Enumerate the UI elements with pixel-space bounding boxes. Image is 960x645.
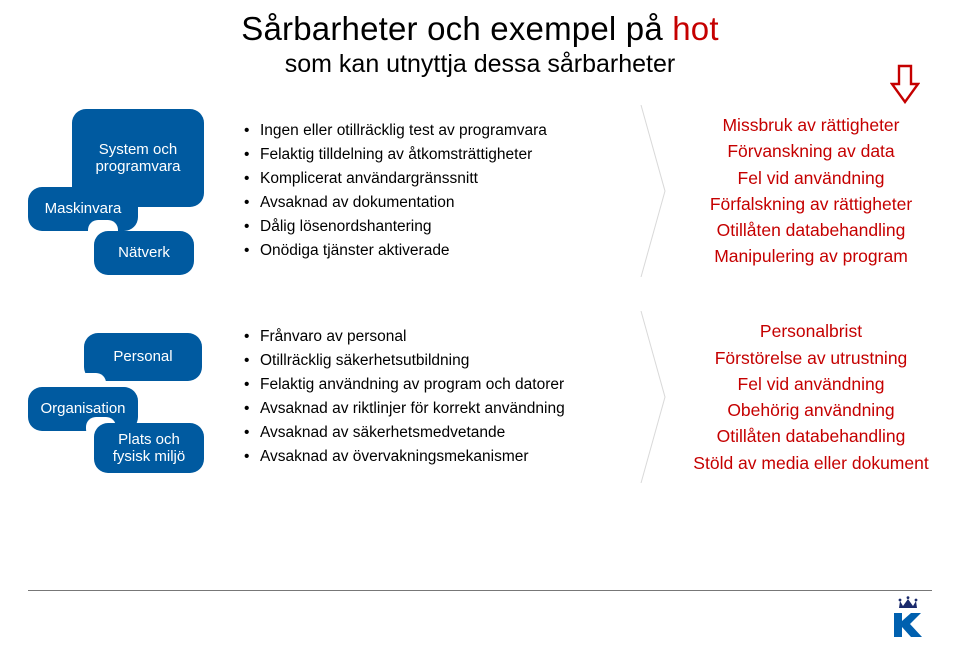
threat-item: Missbruk av rättigheter	[690, 112, 932, 138]
title-hot: hot	[672, 10, 718, 47]
box-label: Nätverk	[118, 244, 170, 261]
arrow-down-icon	[890, 64, 920, 104]
list-item: Otillräcklig säkerhetsutbildning	[244, 349, 640, 373]
page-subtitle: som kan utnyttja dessa sårbarheter	[28, 50, 932, 79]
threat-item: Otillåten databehandling	[690, 423, 932, 449]
list-item: Felaktig tilldelning av åtkomsträttighet…	[244, 143, 640, 167]
threat-item: Obehörig användning	[690, 397, 932, 423]
list-item: Avsaknad av dokumentation	[244, 191, 640, 215]
cluster-organisation: Personal Organisation Plats och fysisk m…	[28, 315, 208, 479]
list-item: Frånvaro av personal	[244, 325, 640, 349]
chevron-right-icon	[640, 105, 666, 277]
list-item: Dålig lösenordshantering	[244, 215, 640, 239]
box-natverk: Nätverk	[94, 231, 194, 275]
box-label: Maskinvara	[45, 200, 122, 217]
vuln-list-1: Ingen eller otillräcklig test av program…	[244, 119, 640, 263]
title-part1: Sårbarheter och exempel på	[241, 10, 672, 47]
threat-item: Manipulering av program	[690, 243, 932, 269]
list-item: Felaktig användning av program och dator…	[244, 373, 640, 397]
list-item: Komplicerat användargränssnitt	[244, 167, 640, 191]
box-plats-miljo: Plats och fysisk miljö	[94, 423, 204, 473]
threat-item: Personalbrist	[690, 318, 932, 344]
list-item: Ingen eller otillräcklig test av program…	[244, 119, 640, 143]
box-label: Personal	[113, 348, 172, 365]
slide: Sårbarheter och exempel på hot som kan u…	[0, 0, 960, 645]
list-item: Avsaknad av riktlinjer för korrekt använ…	[244, 397, 640, 421]
threat-item: Förstörelse av utrustning	[690, 345, 932, 371]
logo-icon	[886, 595, 930, 639]
row-systems: System och programvara Maskinvara Nätver…	[28, 105, 932, 277]
list-item: Avsaknad av övervakningsmekanismer	[244, 445, 640, 469]
cluster-systems: System och programvara Maskinvara Nätver…	[28, 109, 208, 273]
chevron-right-icon	[640, 311, 666, 483]
threat-item: Otillåten databehandling	[690, 217, 932, 243]
row-organisation: Personal Organisation Plats och fysisk m…	[28, 311, 932, 483]
box-label: Organisation	[40, 400, 125, 417]
panel-vulnerabilities-1: Ingen eller otillräcklig test av program…	[226, 105, 666, 277]
list-item: Avsaknad av säkerhetsmedvetande	[244, 421, 640, 445]
threat-item: Förfalskning av rättigheter	[690, 191, 932, 217]
threats-list-1: Missbruk av rättigheter Förvanskning av …	[690, 112, 932, 270]
box-label: Plats och fysisk miljö	[113, 431, 186, 466]
vuln-list-2: Frånvaro av personal Otillräcklig säkerh…	[244, 325, 640, 469]
threat-item: Fel vid användning	[690, 165, 932, 191]
threats-list-2: Personalbrist Förstörelse av utrustning …	[690, 318, 932, 476]
panel-vulnerabilities-2: Frånvaro av personal Otillräcklig säkerh…	[226, 311, 666, 483]
box-maskinvara: Maskinvara	[28, 187, 138, 231]
threat-item: Förvanskning av data	[690, 138, 932, 164]
footer-rule	[28, 590, 932, 591]
list-item: Onödiga tjänster aktiverade	[244, 239, 640, 263]
threat-item: Stöld av media eller dokument	[690, 450, 932, 476]
threat-item: Fel vid användning	[690, 371, 932, 397]
page-title: Sårbarheter och exempel på hot	[28, 10, 932, 48]
box-label: System och programvara	[95, 141, 180, 176]
